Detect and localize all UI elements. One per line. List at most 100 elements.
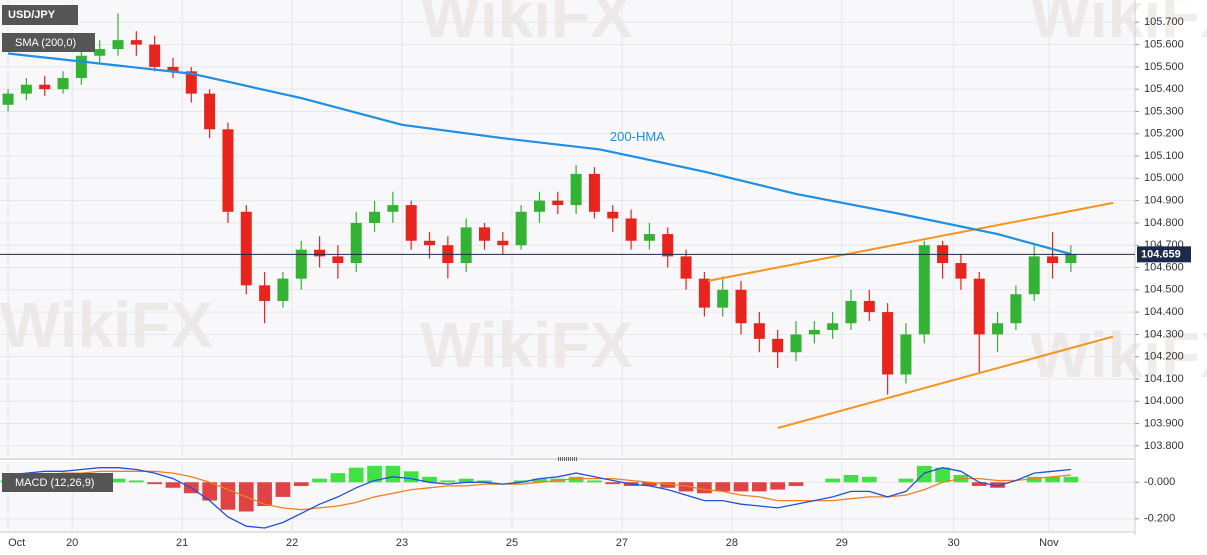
candle-body [552, 200, 564, 206]
y-tick-label: 104.400 [1144, 306, 1184, 318]
candle-body [460, 227, 472, 264]
histogram-bar [898, 478, 914, 483]
candle-body [130, 40, 142, 45]
watermark: WikiFX [420, 309, 633, 381]
histogram-bar [733, 482, 749, 492]
histogram-bar [843, 474, 859, 483]
histogram-bar [587, 480, 602, 483]
candle-body [753, 323, 765, 339]
x-tick-label: 25 [506, 537, 518, 549]
candle-body [680, 256, 692, 279]
histogram-bar [532, 478, 547, 483]
y-tick-label: 105.500 [1144, 61, 1184, 73]
histogram-bar [788, 482, 804, 486]
histogram-bar [715, 482, 731, 492]
candle-body [112, 40, 124, 50]
y-tick-label: -0.000 [1144, 476, 1175, 488]
y-tick-label: 104.300 [1144, 328, 1184, 340]
hma-line [7, 52, 1072, 256]
x-tick-label: 30 [947, 537, 959, 549]
histogram-bar [752, 482, 767, 492]
candle-body [222, 129, 234, 212]
y-tick-label: 103.900 [1144, 417, 1184, 429]
histogram-bar [403, 471, 419, 483]
y-tick-label: 104.000 [1144, 395, 1184, 407]
y-tick-label: 105.000 [1144, 172, 1184, 184]
candle-body [918, 245, 930, 335]
histogram-bar [129, 480, 144, 483]
histogram-bar [348, 467, 364, 483]
candle-body [515, 211, 527, 246]
y-tick-label: -0.200 [1144, 513, 1175, 525]
histogram-bar [1026, 476, 1042, 483]
candle-body [1028, 256, 1040, 295]
candle-body [735, 289, 747, 324]
foreground-layer: Oct 20 21 22 23 25 27 28 29 30 Nov 105.700 105.600 10… [0, 13, 1191, 549]
y-tick-label: 105.300 [1144, 105, 1184, 117]
x-tick-label: Oct [8, 537, 25, 549]
candle-body [478, 227, 490, 241]
macd-line [8, 467, 1071, 529]
x-tick-label: 22 [286, 537, 298, 549]
candle-body [625, 218, 637, 241]
x-tick-label: 21 [176, 537, 188, 549]
candle-body [570, 173, 582, 206]
candle-body [717, 289, 729, 308]
histogram-bar [513, 480, 529, 483]
histogram-bar [312, 478, 327, 483]
candle-body [20, 84, 32, 94]
candle-body [332, 256, 344, 264]
candle-body [94, 49, 106, 56]
histogram-bar [861, 476, 877, 483]
histogram-bar [385, 465, 401, 483]
signal-line [8, 470, 1071, 511]
histogram-bar [568, 476, 584, 483]
histogram-bar [990, 482, 1005, 488]
candle-body [845, 300, 857, 324]
y-tick-label: 104.100 [1144, 373, 1184, 385]
histogram-bar [660, 482, 676, 488]
x-tick-label: Nov [1039, 537, 1059, 549]
y-tick-label: 105.700 [1144, 16, 1184, 28]
chart-title: USD/JPY [8, 9, 56, 21]
histogram-bar [1063, 476, 1079, 483]
trendline [707, 201, 1114, 282]
candle-body [204, 93, 216, 130]
histogram-bar [367, 465, 382, 483]
candle-body [1065, 254, 1077, 264]
histogram-bar [202, 482, 217, 501]
trendline [777, 335, 1114, 429]
candle-body [900, 334, 912, 375]
candle-body [350, 222, 362, 264]
candle-body [973, 278, 985, 335]
candle-body [863, 300, 875, 313]
histogram-bar [935, 467, 950, 483]
histogram-bar [147, 482, 162, 485]
candle-body [405, 205, 417, 241]
histogram-bar [642, 482, 657, 486]
candle-body [167, 66, 179, 72]
candle-body [790, 334, 802, 353]
y-tick-label: 105.200 [1144, 128, 1184, 140]
last-price-badge [1137, 246, 1191, 263]
candle-body [149, 44, 161, 67]
y-tick-label: 104.900 [1144, 195, 1184, 207]
candle-body [75, 55, 87, 79]
histogram-bar [1045, 476, 1060, 483]
candle-body [295, 249, 307, 279]
candle-body [277, 278, 289, 301]
indicator-box [2, 33, 95, 52]
candle-body [772, 338, 784, 353]
histogram-bar [330, 473, 346, 483]
y-tick-label: 104.800 [1144, 217, 1184, 229]
candle-body [882, 312, 894, 375]
histogram-bar [293, 482, 309, 486]
histogram-bar [825, 478, 840, 483]
last-price-label: 104.659 [1141, 248, 1181, 260]
candle-body [185, 71, 197, 94]
candle-body [533, 200, 545, 212]
indicator-label: SMA (200,0) [15, 37, 76, 49]
candle-body [827, 323, 839, 330]
histogram-bar [440, 480, 456, 483]
